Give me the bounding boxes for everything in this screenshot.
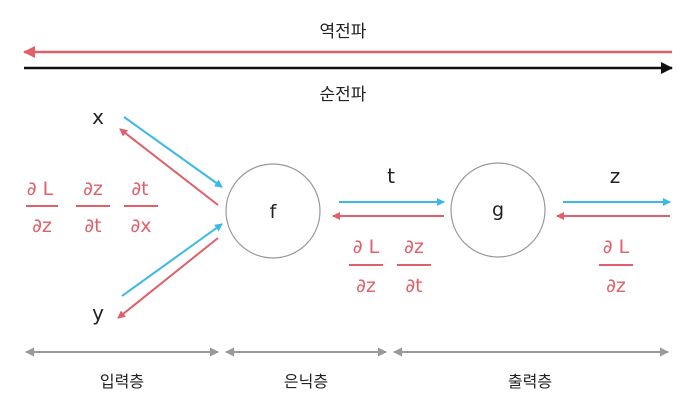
input-gradient-2-denominator: ∂t [84,215,101,237]
input-y: y [92,301,104,325]
input-gradient-1: ∂ L ∂z [26,178,58,237]
edge-t-label: t [387,164,395,188]
edge-z-label: z [610,164,621,188]
input-gradient-3-denominator: ∂x [130,215,151,237]
forward-y-to-f-arrow [121,223,223,297]
backprop-label: 역전파 [320,22,367,42]
forward-label: 순전파 [320,85,367,105]
backward-f-to-x-arrow [119,128,219,206]
input-gradient-2-numerator: ∂z [83,178,103,200]
node-g [450,162,546,258]
input-layer-label: 입력층 [100,372,144,391]
input-gradient-3-numerator: ∂t [131,178,148,200]
node-f [225,163,321,259]
output-gradient-numerator: ∂ L [603,236,630,258]
hidden-gradient-2: ∂z ∂t [397,236,431,297]
node-g-label: g [492,199,504,221]
backward-f-to-y-arrow [117,237,219,319]
input-x: x [92,105,104,129]
input-gradient-2: ∂z ∂t [76,178,110,237]
input-gradient-1-denominator: ∂z [32,215,52,237]
forward-x-to-f-arrow [123,116,223,188]
hidden-layer-label: 은닉층 [284,372,328,391]
output-layer-label: 출력층 [508,372,552,391]
input-gradient-3: ∂t ∂x [124,178,158,237]
input-gradient-1-numerator: ∂ L [27,178,54,200]
hidden-gradient-1-numerator: ∂ L [353,236,380,258]
hidden-gradient-1: ∂ L ∂z [349,236,383,297]
hidden-gradient-2-denominator: ∂t [405,275,422,297]
output-gradient: ∂ L ∂z [599,236,633,297]
node-f-label: f [270,201,278,223]
hidden-gradient-1-denominator: ∂z [356,275,376,297]
output-gradient-denominator: ∂z [606,275,626,297]
hidden-gradient-2-numerator: ∂z [404,236,424,258]
